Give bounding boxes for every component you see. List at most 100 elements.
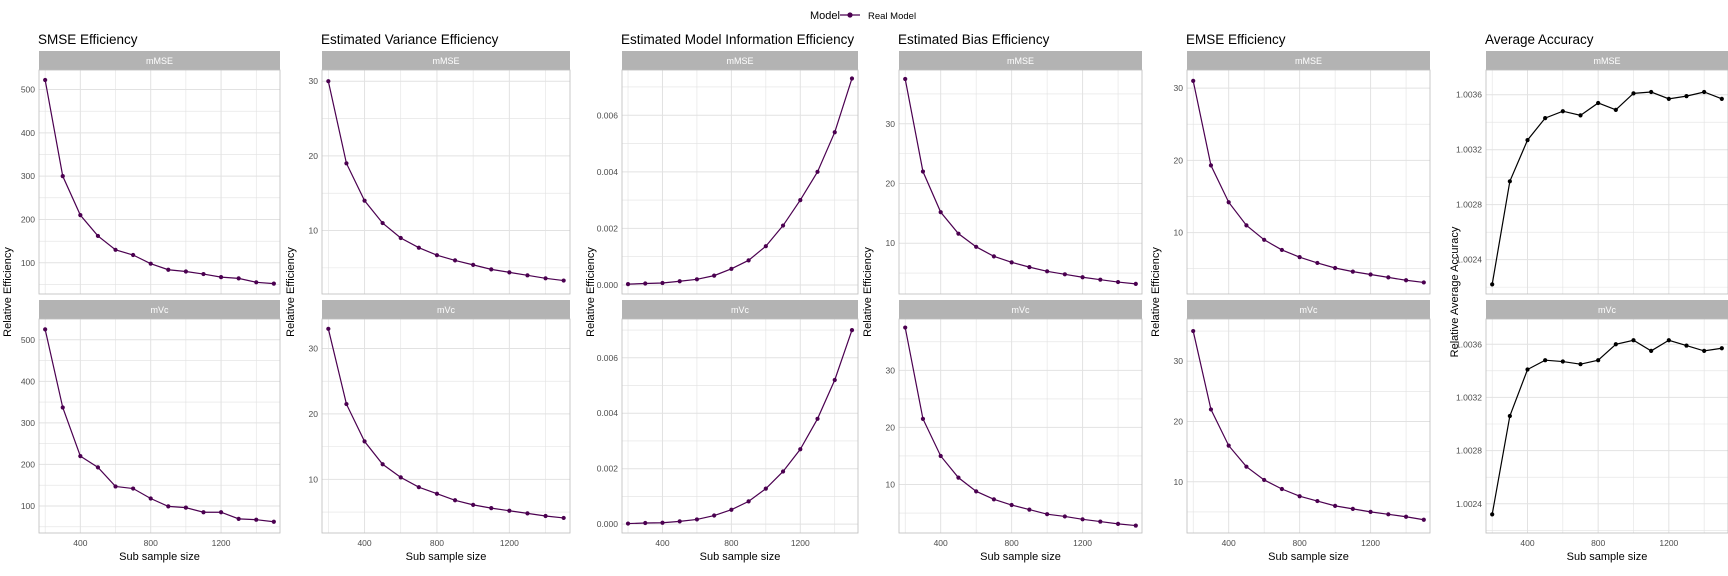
data-point (1702, 89, 1707, 95)
data-point (1080, 517, 1085, 522)
panel-border (321, 318, 571, 534)
chart-title: Estimated Variance Efficiency (321, 32, 499, 47)
y-tick-label: 1.0028 (1456, 446, 1482, 456)
data-point (1386, 275, 1391, 280)
data-point (1226, 200, 1231, 205)
y-axis-label: Relative Efficiency (1150, 247, 1162, 337)
facet-strip (899, 300, 1142, 319)
x-tick-label: 400 (1222, 538, 1236, 548)
plot-area (322, 70, 570, 294)
plot-area (1187, 70, 1430, 294)
y-tick-label: 100 (21, 501, 35, 511)
chart-2: Estimated Model Information Efficiency Re… (585, 32, 859, 563)
data-point (78, 213, 83, 218)
panel-border (898, 318, 1143, 534)
data-point (1719, 346, 1724, 351)
y-tick-label: 10 (309, 474, 319, 484)
series-line (1491, 91, 1723, 285)
data-point (561, 278, 566, 283)
y-tick-label: 0.006 (597, 353, 619, 363)
data-point (236, 276, 241, 281)
facet-strip (39, 51, 280, 70)
panel-border (1186, 318, 1431, 534)
data-point (1368, 272, 1373, 277)
y-tick-label: 20 (309, 409, 319, 419)
data-point (434, 253, 440, 258)
panel-border (38, 69, 281, 295)
y-tick-label: 200 (21, 214, 35, 224)
data-point (1507, 179, 1512, 184)
data-point (798, 447, 803, 452)
data-point (1098, 277, 1103, 282)
series-line (628, 329, 853, 525)
data-point (1279, 247, 1284, 253)
facet-strip-label: mMSE (1007, 56, 1034, 66)
data-point (1045, 269, 1050, 274)
facet-strip-label: mMSE (1295, 56, 1322, 66)
data-point (729, 266, 734, 271)
x-axis-label: Sub sample size (700, 551, 781, 563)
y-tick-label: 500 (21, 335, 35, 345)
series-line (44, 329, 274, 523)
data-point (218, 510, 224, 515)
plot-area (622, 319, 858, 533)
data-point (543, 276, 548, 281)
data-point (1560, 359, 1565, 364)
panel-mMSE: mMSE 0.000 0.002 0.004 0.006 (597, 51, 859, 295)
data-point (416, 245, 421, 250)
data-point (1631, 338, 1636, 343)
y-tick-label: 20 (1174, 416, 1184, 426)
panel-border (621, 69, 859, 295)
panel-mMSE: mMSE 10 20 30 (1174, 51, 1431, 295)
data-point (78, 454, 83, 459)
x-tick-label: 800 (1591, 538, 1605, 548)
data-point (832, 377, 837, 383)
data-point (1226, 443, 1231, 448)
facet-strip (622, 51, 858, 70)
data-point (218, 275, 224, 280)
y-tick-label: 200 (21, 459, 35, 469)
x-axis-label: Sub sample size (980, 551, 1061, 563)
data-point (543, 513, 548, 519)
data-point (903, 76, 908, 82)
data-point (1525, 137, 1530, 143)
data-point (183, 505, 188, 510)
panel-mMSE: mMSE 10 20 30 (309, 51, 571, 295)
facet-strip (39, 300, 280, 319)
y-axis-label: Relative Efficiency (285, 247, 297, 337)
data-point (416, 485, 421, 490)
data-point (903, 325, 908, 330)
data-point (166, 504, 171, 509)
data-point (380, 462, 385, 467)
panel-mMSE: mMSE 100 200 300 400 500 (21, 51, 281, 295)
y-tick-label: 0.000 (597, 519, 619, 529)
data-point (1386, 512, 1391, 517)
data-point (201, 510, 206, 515)
data-point (1403, 278, 1409, 283)
data-point (254, 517, 259, 522)
y-tick-label: 0.006 (597, 110, 619, 120)
y-tick-label: 300 (21, 418, 35, 428)
data-point (694, 277, 700, 282)
series-line (327, 328, 564, 519)
data-point (832, 130, 837, 135)
data-point (677, 279, 682, 284)
panel-border (1186, 69, 1431, 295)
data-point (271, 281, 276, 286)
data-point (1244, 223, 1249, 228)
chart-title: Estimated Model Information Efficiency (621, 32, 854, 47)
data-point (1333, 503, 1338, 508)
data-point (1702, 348, 1707, 354)
data-point (1421, 517, 1426, 522)
data-point (974, 244, 979, 249)
data-point (1062, 514, 1067, 519)
data-point (60, 174, 65, 179)
data-point (1578, 113, 1583, 118)
data-point (1208, 163, 1214, 168)
data-point (991, 254, 996, 259)
data-point (1421, 280, 1426, 285)
legend-title: Model (810, 10, 840, 22)
data-point (1684, 343, 1689, 348)
data-point (920, 416, 926, 421)
